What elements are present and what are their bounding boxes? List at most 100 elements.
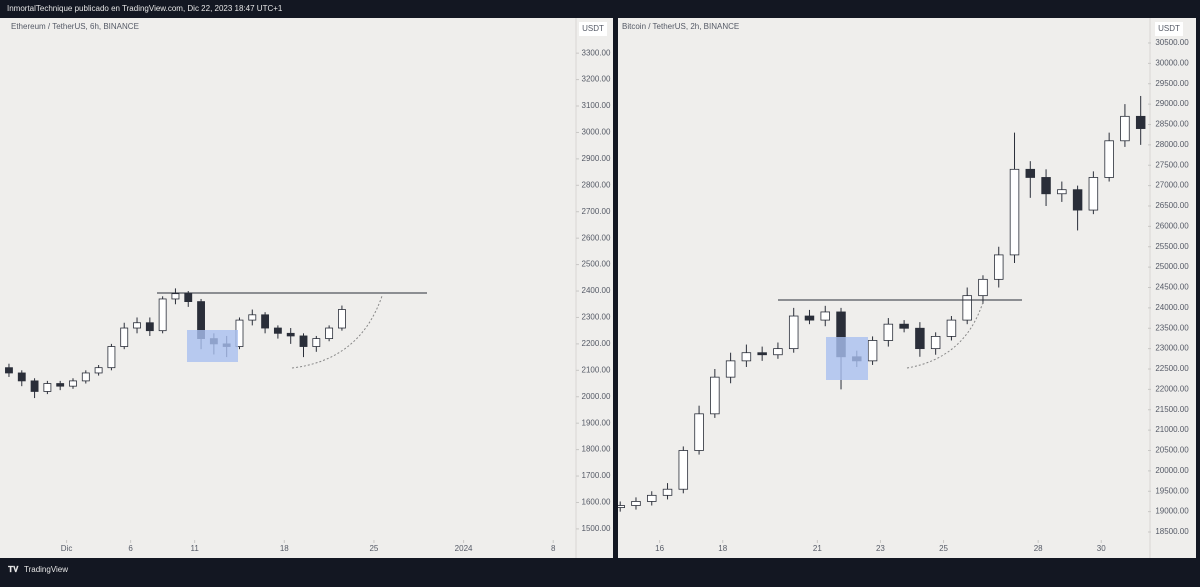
x-tick-label: 11 <box>190 544 199 553</box>
candle-body <box>725 360 736 378</box>
candle-body <box>56 383 65 387</box>
candle-body <box>1135 115 1146 129</box>
candle-body <box>647 494 657 502</box>
candle-body <box>1088 177 1099 211</box>
x-tick-label: 6 <box>128 544 133 553</box>
y-tick-label: 2500.00 <box>582 260 611 269</box>
x-tick-label: 18 <box>280 544 289 553</box>
y-tick-label: 3200.00 <box>582 75 611 84</box>
candle-body <box>1025 168 1036 178</box>
candle-body <box>773 348 783 356</box>
y-tick-label: 20000.00 <box>1155 466 1189 475</box>
candle-body <box>17 372 26 382</box>
y-tick-label: 2900.00 <box>582 154 611 163</box>
candle-body <box>1104 140 1114 178</box>
y-tick-label: 22000.00 <box>1155 384 1189 393</box>
candle-body <box>94 367 103 374</box>
y-tick-label: 24000.00 <box>1155 303 1189 312</box>
candle-body <box>30 380 39 392</box>
y-tick-label: 26000.00 <box>1155 221 1189 230</box>
y-tick-label: 27500.00 <box>1155 160 1189 169</box>
currency-label: USDT <box>582 24 604 33</box>
y-tick-label: 19000.00 <box>1155 507 1189 516</box>
y-tick-label: 26500.00 <box>1155 201 1189 210</box>
x-tick-label: 25 <box>369 544 378 553</box>
candle-body <box>69 380 77 387</box>
candle-body <box>81 372 90 382</box>
y-tick-label: 19500.00 <box>1155 486 1189 495</box>
currency-badge <box>579 22 607 36</box>
candle-body <box>915 327 925 350</box>
candle-body <box>145 322 154 332</box>
y-tick-label: 23000.00 <box>1155 344 1189 353</box>
candle-body <box>1041 177 1051 195</box>
candle-body <box>107 346 116 369</box>
y-tick-label: 25000.00 <box>1155 262 1189 271</box>
candle-body <box>1072 189 1083 211</box>
candle-body <box>1009 168 1020 256</box>
y-tick-label: 28500.00 <box>1155 120 1189 129</box>
footer-logo: TradingView <box>24 565 68 574</box>
y-tick-label: 29500.00 <box>1155 79 1189 88</box>
candle-body <box>678 450 689 490</box>
y-tick-label: 3300.00 <box>582 48 611 57</box>
y-tick-label: 2000.00 <box>582 392 611 401</box>
highlight-box <box>187 330 238 362</box>
candle-body <box>133 322 141 329</box>
candle-body <box>5 367 13 374</box>
curve-drawing <box>906 301 984 369</box>
y-tick-label: 2600.00 <box>582 233 611 242</box>
y-tick-label: 1700.00 <box>582 471 611 480</box>
y-tick-label: 2800.00 <box>582 180 611 189</box>
y-tick-label: 20500.00 <box>1155 446 1189 455</box>
y-tick-label: 30000.00 <box>1155 58 1189 67</box>
candle-body <box>883 323 894 341</box>
y-tick-label: 3100.00 <box>582 101 611 110</box>
candle-body <box>804 315 815 321</box>
candle-body <box>248 314 257 321</box>
x-tick-label: 8 <box>551 544 556 553</box>
candle-body <box>662 488 673 496</box>
candle-body <box>820 311 830 321</box>
candle-body <box>261 314 270 329</box>
candle-body <box>962 295 972 321</box>
candle-body <box>978 278 988 297</box>
y-tick-label: 2400.00 <box>582 286 611 295</box>
x-tick-label: 23 <box>876 544 885 553</box>
y-tick-label: 1800.00 <box>582 445 611 454</box>
y-tick-label: 30500.00 <box>1155 38 1189 47</box>
currency-label: USDT <box>1158 24 1180 33</box>
y-tick-label: 18500.00 <box>1155 527 1189 536</box>
x-tick-label: 16 <box>655 544 664 553</box>
x-tick-label: 2024 <box>455 544 473 553</box>
x-tick-label: 25 <box>939 544 948 553</box>
candle-body <box>1120 115 1130 142</box>
y-tick-label: 24500.00 <box>1155 283 1189 292</box>
candle-body <box>325 327 334 340</box>
candle-body <box>1057 189 1067 195</box>
candle-body <box>158 298 167 332</box>
y-tick-label: 29000.00 <box>1155 99 1189 108</box>
y-tick-label: 1500.00 <box>582 524 611 533</box>
x-tick-label: 18 <box>718 544 727 553</box>
curve-drawing <box>291 295 383 369</box>
left-panel <box>0 18 613 558</box>
candle-body <box>899 323 909 329</box>
chart-title: Ethereum / TetherUS, 6h, BINANCE <box>11 22 139 31</box>
highlight-box <box>826 337 868 380</box>
x-tick-label: 21 <box>813 544 822 553</box>
y-tick-label: 2300.00 <box>582 313 611 322</box>
y-tick-label: 1600.00 <box>582 498 611 507</box>
y-tick-label: 3000.00 <box>582 128 611 137</box>
candle-body <box>299 335 308 347</box>
candle-body <box>338 309 346 329</box>
right-panel <box>618 18 1196 558</box>
candle-body <box>994 254 1004 280</box>
logo-mark: 𝐓𝐕 <box>8 565 19 574</box>
y-tick-label: 27000.00 <box>1155 181 1189 190</box>
y-tick-label: 21000.00 <box>1155 425 1189 434</box>
candle-body <box>273 327 282 334</box>
y-tick-label: 1900.00 <box>582 418 611 427</box>
y-tick-label: 2700.00 <box>582 207 611 216</box>
